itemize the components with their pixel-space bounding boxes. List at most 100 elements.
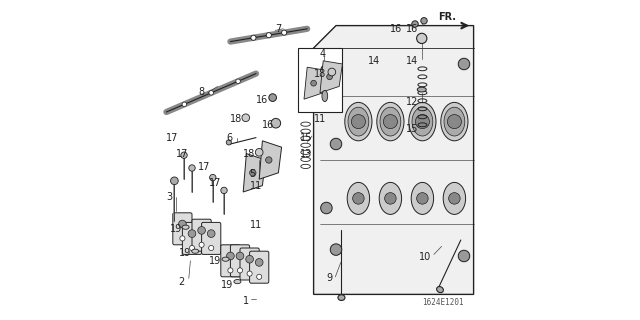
Text: 15: 15: [406, 124, 419, 134]
Circle shape: [228, 268, 233, 273]
Ellipse shape: [192, 249, 198, 253]
Text: 7: 7: [275, 24, 281, 34]
Polygon shape: [304, 67, 326, 99]
Ellipse shape: [182, 225, 189, 229]
Ellipse shape: [380, 107, 401, 136]
Text: 19: 19: [179, 248, 191, 259]
Circle shape: [353, 193, 364, 204]
Circle shape: [271, 118, 281, 128]
Circle shape: [242, 114, 250, 122]
FancyBboxPatch shape: [221, 245, 240, 277]
Circle shape: [189, 245, 195, 251]
Circle shape: [327, 74, 333, 80]
Ellipse shape: [222, 257, 229, 261]
FancyBboxPatch shape: [298, 48, 342, 112]
Circle shape: [182, 102, 187, 107]
Text: 16: 16: [390, 24, 403, 34]
Circle shape: [266, 33, 271, 38]
Text: 13: 13: [300, 149, 312, 159]
Ellipse shape: [441, 102, 468, 141]
FancyBboxPatch shape: [202, 222, 221, 254]
Text: 16: 16: [406, 24, 419, 34]
Circle shape: [198, 227, 205, 234]
Circle shape: [227, 140, 232, 145]
Circle shape: [266, 157, 272, 163]
Text: 6: 6: [227, 133, 233, 143]
Text: 1: 1: [243, 296, 249, 306]
FancyBboxPatch shape: [182, 222, 202, 254]
Circle shape: [247, 271, 252, 276]
Text: FR.: FR.: [438, 12, 456, 22]
Circle shape: [412, 21, 419, 27]
Circle shape: [207, 230, 215, 237]
Circle shape: [180, 236, 185, 241]
Ellipse shape: [234, 280, 241, 284]
Text: 9: 9: [326, 273, 332, 284]
Text: 18: 18: [314, 68, 326, 79]
Circle shape: [209, 91, 214, 95]
Text: 4: 4: [319, 49, 326, 60]
Circle shape: [311, 80, 317, 86]
Circle shape: [321, 65, 332, 76]
Text: 10: 10: [419, 252, 431, 262]
Ellipse shape: [322, 91, 328, 102]
Circle shape: [189, 165, 195, 171]
Ellipse shape: [379, 182, 402, 214]
Circle shape: [385, 193, 396, 204]
Circle shape: [199, 242, 204, 247]
Text: 17: 17: [198, 162, 211, 172]
Circle shape: [255, 259, 263, 266]
Circle shape: [328, 68, 336, 76]
Circle shape: [282, 30, 287, 35]
FancyBboxPatch shape: [192, 219, 211, 251]
Ellipse shape: [444, 182, 466, 214]
Circle shape: [210, 174, 216, 181]
Circle shape: [351, 115, 365, 129]
Ellipse shape: [377, 102, 404, 141]
Ellipse shape: [338, 295, 345, 300]
Circle shape: [246, 255, 253, 263]
Ellipse shape: [436, 286, 444, 293]
Circle shape: [417, 33, 427, 44]
Circle shape: [421, 18, 428, 24]
Circle shape: [236, 252, 244, 260]
Text: 16: 16: [256, 95, 268, 105]
Circle shape: [383, 115, 397, 129]
Circle shape: [188, 230, 196, 237]
Ellipse shape: [345, 102, 372, 141]
FancyBboxPatch shape: [173, 213, 192, 245]
Circle shape: [458, 58, 470, 70]
Polygon shape: [243, 154, 266, 192]
Text: 19: 19: [209, 256, 221, 266]
Text: 3: 3: [166, 192, 172, 202]
Circle shape: [417, 193, 428, 204]
Circle shape: [415, 115, 429, 129]
Text: 17: 17: [176, 149, 188, 159]
Ellipse shape: [409, 102, 436, 141]
Circle shape: [449, 193, 460, 204]
Circle shape: [269, 94, 276, 101]
Text: 11: 11: [250, 180, 262, 191]
Circle shape: [170, 177, 178, 185]
Ellipse shape: [347, 182, 370, 214]
Circle shape: [227, 252, 234, 260]
Circle shape: [179, 220, 186, 228]
Text: 15: 15: [300, 133, 312, 143]
Ellipse shape: [417, 87, 426, 92]
Text: 8: 8: [198, 87, 204, 97]
Text: 14: 14: [368, 56, 380, 67]
Polygon shape: [259, 141, 282, 179]
Circle shape: [209, 245, 214, 251]
Text: 12: 12: [406, 97, 419, 108]
Text: 18: 18: [243, 149, 255, 159]
Text: 1624E1201: 1624E1201: [422, 298, 464, 307]
Circle shape: [257, 274, 262, 279]
Circle shape: [458, 250, 470, 262]
Circle shape: [181, 152, 187, 158]
Text: 17: 17: [166, 133, 179, 143]
Ellipse shape: [444, 107, 465, 136]
Ellipse shape: [348, 107, 369, 136]
Text: 19: 19: [170, 224, 182, 234]
Circle shape: [330, 138, 342, 150]
Circle shape: [330, 244, 342, 255]
